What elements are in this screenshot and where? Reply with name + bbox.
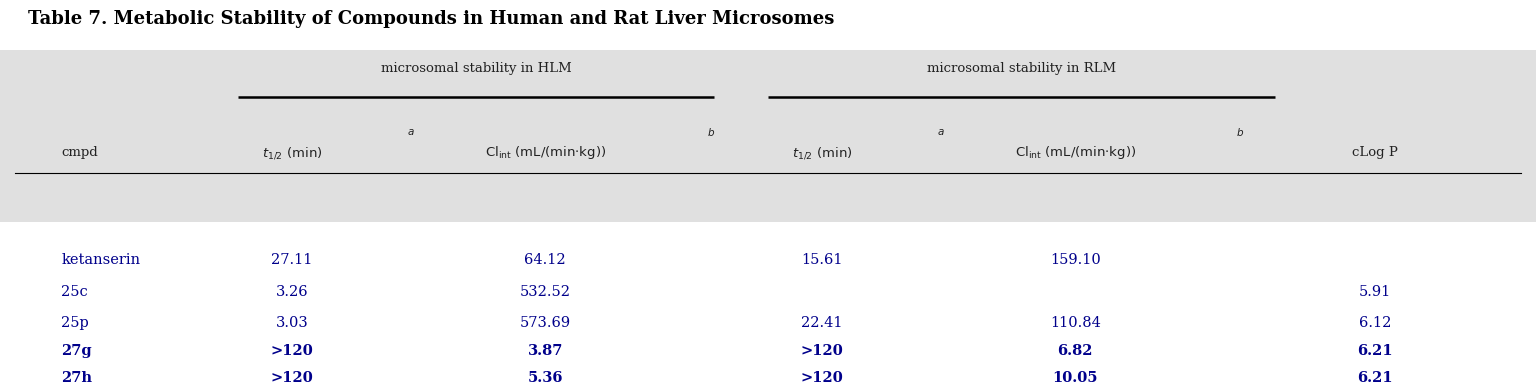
Text: microsomal stability in HLM: microsomal stability in HLM	[381, 62, 571, 75]
Text: $\mathrm{Cl_{int}}$ $\mathrm{(mL/(min{\cdot}kg))}$: $\mathrm{Cl_{int}}$ $\mathrm{(mL/(min{\c…	[1015, 144, 1135, 161]
Text: 25c: 25c	[61, 285, 88, 299]
Text: cmpd: cmpd	[61, 146, 98, 159]
Text: >120: >120	[270, 371, 313, 382]
Text: >120: >120	[800, 345, 843, 358]
Text: $a$: $a$	[407, 127, 415, 137]
Text: 573.69: 573.69	[519, 316, 571, 330]
Text: 159.10: 159.10	[1049, 253, 1101, 267]
Text: 27.11: 27.11	[272, 253, 312, 267]
Text: cLog P: cLog P	[1352, 146, 1398, 159]
Text: 5.91: 5.91	[1359, 285, 1390, 299]
Text: 22.41: 22.41	[800, 316, 843, 330]
Text: $t_{1/2}$ $\mathrm{(min)}$: $t_{1/2}$ $\mathrm{(min)}$	[791, 145, 852, 161]
Text: microsomal stability in RLM: microsomal stability in RLM	[926, 62, 1117, 75]
Text: 6.12: 6.12	[1358, 316, 1392, 330]
Text: 3.03: 3.03	[275, 316, 309, 330]
Text: 3.26: 3.26	[275, 285, 309, 299]
Text: Table 7. Metabolic Stability of Compounds in Human and Rat Liver Microsomes: Table 7. Metabolic Stability of Compound…	[28, 10, 834, 28]
Text: 27h: 27h	[61, 371, 92, 382]
Bar	[0, 50, 1536, 222]
Text: $a$: $a$	[937, 127, 945, 137]
Text: 27g: 27g	[61, 345, 92, 358]
Text: $b$: $b$	[1236, 126, 1244, 138]
Text: 6.21: 6.21	[1356, 345, 1393, 358]
Text: 6.82: 6.82	[1057, 345, 1094, 358]
Text: $b$: $b$	[707, 126, 714, 138]
Text: 5.36: 5.36	[527, 371, 564, 382]
Text: >120: >120	[270, 345, 313, 358]
Text: 110.84: 110.84	[1049, 316, 1101, 330]
Text: ketanserin: ketanserin	[61, 253, 141, 267]
Text: 10.05: 10.05	[1052, 371, 1098, 382]
Text: $\mathrm{Cl_{int}}$ $\mathrm{(mL/(min{\cdot}kg))}$: $\mathrm{Cl_{int}}$ $\mathrm{(mL/(min{\c…	[485, 144, 605, 161]
Text: 64.12: 64.12	[524, 253, 567, 267]
Text: 532.52: 532.52	[519, 285, 571, 299]
Text: 15.61: 15.61	[800, 253, 843, 267]
Text: 25p: 25p	[61, 316, 89, 330]
Text: 6.21: 6.21	[1356, 371, 1393, 382]
Text: $t_{1/2}$ $\mathrm{(min)}$: $t_{1/2}$ $\mathrm{(min)}$	[261, 145, 323, 161]
Text: 3.87: 3.87	[527, 345, 564, 358]
Text: >120: >120	[800, 371, 843, 382]
